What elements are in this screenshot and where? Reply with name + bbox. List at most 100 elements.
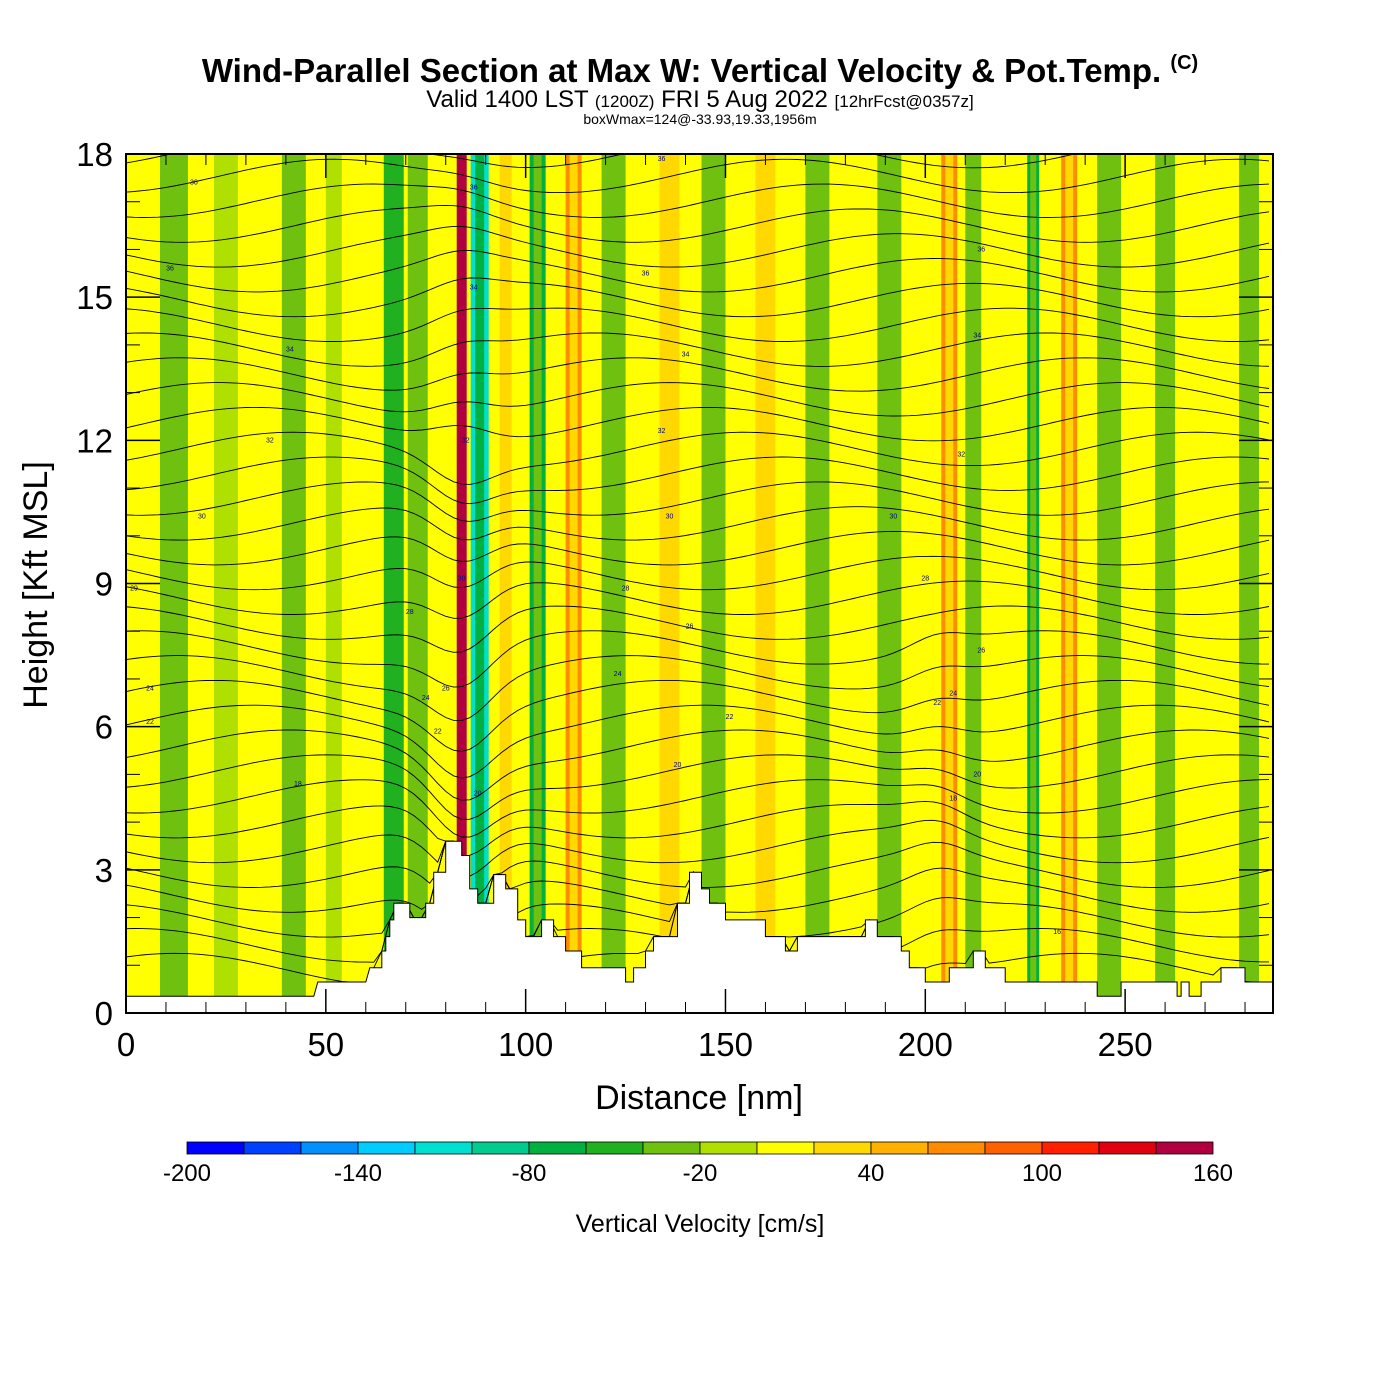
plot-area: 36 36 34 32 30 29 28 30 32 34 36 24 22 18 24 22 26 20 36 36…	[126, 154, 1273, 1013]
w-column	[281, 154, 306, 1013]
chart-subtitle: Valid 1400 LST (1200Z) FRI 5 Aug 2022 [1…	[0, 86, 1400, 114]
theta-label: 34	[286, 347, 294, 354]
theta-label: 32	[957, 452, 965, 459]
colorbar-swatch	[243, 1141, 302, 1155]
w-column	[755, 154, 776, 1013]
colorbar-swatch	[984, 1141, 1043, 1155]
colorbar-label: -20	[683, 1160, 718, 1187]
y-tick-label: 9	[95, 566, 113, 603]
theta-label: 24	[614, 671, 622, 678]
w-column	[965, 154, 982, 1013]
theta-label: 36	[642, 270, 650, 277]
colorbar-swatch	[528, 1141, 587, 1155]
theta-label: 28	[921, 576, 929, 583]
copyright-mark: (C)	[1170, 52, 1199, 74]
theta-contour	[126, 580, 1270, 619]
valid-prefix: Valid 1400 LST	[426, 86, 589, 113]
colorbar-swatch	[471, 1141, 530, 1155]
y-tick-label: 12	[76, 422, 113, 459]
theta-label: 24	[422, 695, 430, 702]
colorbar-swatch	[642, 1141, 701, 1155]
x-tick-label: 200	[898, 1026, 953, 1063]
theta-contour	[126, 655, 1270, 722]
theta-label: 30	[458, 576, 466, 583]
theta-label: 22	[146, 719, 154, 726]
theta-contour	[126, 729, 1270, 801]
theta-label: 24	[146, 685, 154, 692]
colorbar-label: 160	[1193, 1160, 1233, 1187]
theta-contour	[126, 531, 1270, 566]
theta-contour	[126, 800, 1270, 856]
colorbar-label: -140	[334, 1160, 382, 1187]
theta-contour	[126, 431, 1270, 485]
theta-label: 30	[889, 514, 897, 521]
theta-contour	[126, 456, 1270, 505]
chart-title-main: Wind-Parallel Section at Max W: Vertical…	[201, 52, 1162, 89]
w-column-core	[569, 154, 578, 1013]
forecast-info: [12hrFcst@0357z]	[834, 92, 974, 111]
y-axis-title: Height [Kft MSL]	[17, 461, 55, 709]
theta-contour	[126, 332, 1270, 367]
theta-contour	[126, 277, 1270, 318]
w-column	[159, 154, 188, 1013]
theta-label: 18	[294, 781, 302, 788]
theta-label: 32	[462, 437, 470, 444]
theta-contour	[126, 679, 1270, 752]
theta-contour	[126, 779, 1270, 838]
w-column	[701, 154, 726, 1013]
w-column-core	[533, 154, 542, 1013]
theta-contour	[126, 605, 1270, 653]
potential-temperature-contours	[126, 154, 1270, 983]
contour-labels: 36 36 34 32 30 29 28 30 32 34 36 24 22 18 24 22 26 20 36 36…	[130, 156, 1061, 936]
w-column	[1155, 154, 1176, 1013]
theta-label: 22	[434, 728, 442, 735]
box-info: boxWmax=124@-33.93,19.33,1956m	[583, 111, 817, 127]
colorbar-swatch	[1041, 1141, 1100, 1155]
w-column	[407, 154, 428, 1013]
terrain	[126, 840, 1273, 1013]
theta-contour	[126, 819, 1270, 877]
theta-label: 26	[442, 685, 450, 692]
theta-label: 16	[1053, 929, 1061, 936]
theta-label: 32	[266, 437, 274, 444]
theta-label: 36	[166, 266, 174, 273]
colorbar-swatch	[699, 1141, 758, 1155]
y-tick-label: 18	[76, 136, 113, 173]
theta-label: 29	[130, 585, 138, 592]
colorbar-swatch	[813, 1141, 872, 1155]
w-column	[659, 154, 680, 1013]
valid-zulu: (1200Z)	[594, 92, 655, 111]
vertical-velocity-field	[126, 154, 1260, 1013]
colorbar-swatch	[927, 1141, 986, 1155]
w-column	[877, 154, 902, 1013]
theta-label: 20	[973, 771, 981, 778]
theta-label: 26	[686, 623, 694, 630]
theta-contour	[126, 506, 1270, 541]
x-tick-label: 150	[698, 1026, 753, 1063]
w-column	[1097, 154, 1122, 1013]
theta-label: 32	[658, 428, 666, 435]
theta-label: 26	[977, 647, 985, 654]
theta-contour	[126, 555, 1270, 591]
w-column-core	[1065, 154, 1074, 1013]
y-tick-label: 6	[95, 709, 113, 746]
theta-label: 36	[977, 246, 985, 253]
theta-label: 20	[474, 790, 482, 797]
x-axis-title: Distance [nm]	[595, 1079, 803, 1117]
colorbar-swatch	[1098, 1141, 1157, 1155]
theta-contour	[126, 158, 1270, 194]
theta-label: 28	[622, 585, 630, 592]
colorbar-swatch	[585, 1141, 644, 1155]
theta-label: 30	[666, 514, 674, 521]
colorbar-swatch	[870, 1141, 929, 1155]
w-column	[325, 154, 342, 1013]
theta-label: 24	[949, 690, 957, 697]
theta-contour	[126, 183, 1270, 218]
y-tick-label: 3	[95, 852, 113, 889]
theta-contour	[126, 382, 1270, 417]
x-tick-label: 0	[117, 1026, 135, 1063]
valid-date: FRI 5 Aug 2022	[661, 86, 828, 113]
colorbar-label: 40	[858, 1160, 885, 1187]
